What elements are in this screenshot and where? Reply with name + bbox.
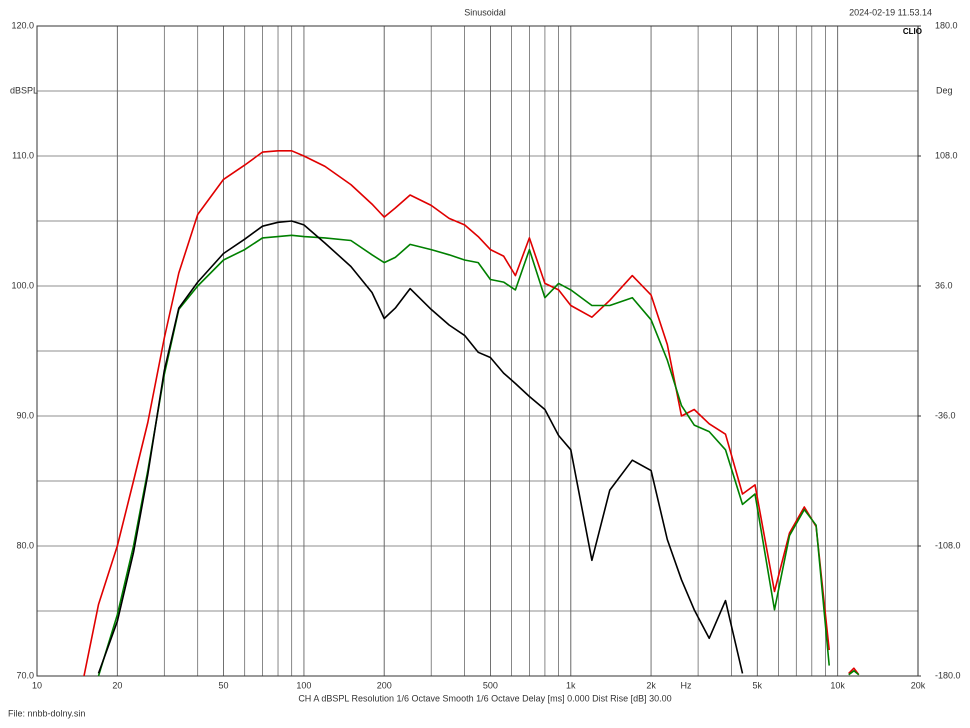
y2-tick-label: -108.0 (935, 540, 961, 550)
series-line (97, 234, 860, 677)
plot-frame (36, 25, 919, 677)
y-tick-label: 90.0 (16, 410, 34, 420)
x-tick-label: 20 (112, 680, 122, 690)
footer: CH A dBSPL Resolution 1/6 Octave Smooth … (298, 693, 671, 703)
x-tick-label: 20k (911, 680, 926, 690)
x-tick-label: 10 (32, 680, 42, 690)
series-line (97, 220, 744, 674)
y-tick-label: 100.0 (11, 280, 34, 290)
x-tick-label: 500 (483, 680, 498, 690)
x-tick-label: 1k (566, 680, 576, 690)
brand: CLIO (903, 27, 922, 36)
x-axis-label: Hz (681, 680, 692, 690)
x-tick-label: 2k (646, 680, 656, 690)
x-tick-label: 50 (219, 680, 229, 690)
y2-tick-label: -180.0 (935, 670, 961, 680)
y-tick-label: 120.0 (11, 20, 34, 30)
x-tick-label: 5k (753, 680, 763, 690)
file-name: File: nnbb-dolny.sin (8, 708, 85, 718)
x-tick-label: 100 (296, 680, 311, 690)
y-tick-label: 110.0 (12, 150, 34, 160)
y2-axis-label: Deg (936, 85, 953, 95)
timestamp: 2024-02-19 11.53.14 (849, 7, 932, 17)
chart-title: Sinusoidal (464, 7, 506, 17)
x-tick-label: 10k (830, 680, 845, 690)
y2-tick-label: 108.0 (935, 150, 958, 160)
y-tick-label: 80.0 (16, 540, 34, 550)
x-tick-label: 200 (377, 680, 392, 690)
y2-tick-label: 36.0 (935, 280, 953, 290)
y-axis-label: dBSPL (10, 85, 38, 95)
y-tick-label: 70.0 (16, 670, 34, 680)
y2-tick-label: -36.0 (935, 410, 956, 420)
y2-tick-label: 180.0 (935, 20, 958, 30)
